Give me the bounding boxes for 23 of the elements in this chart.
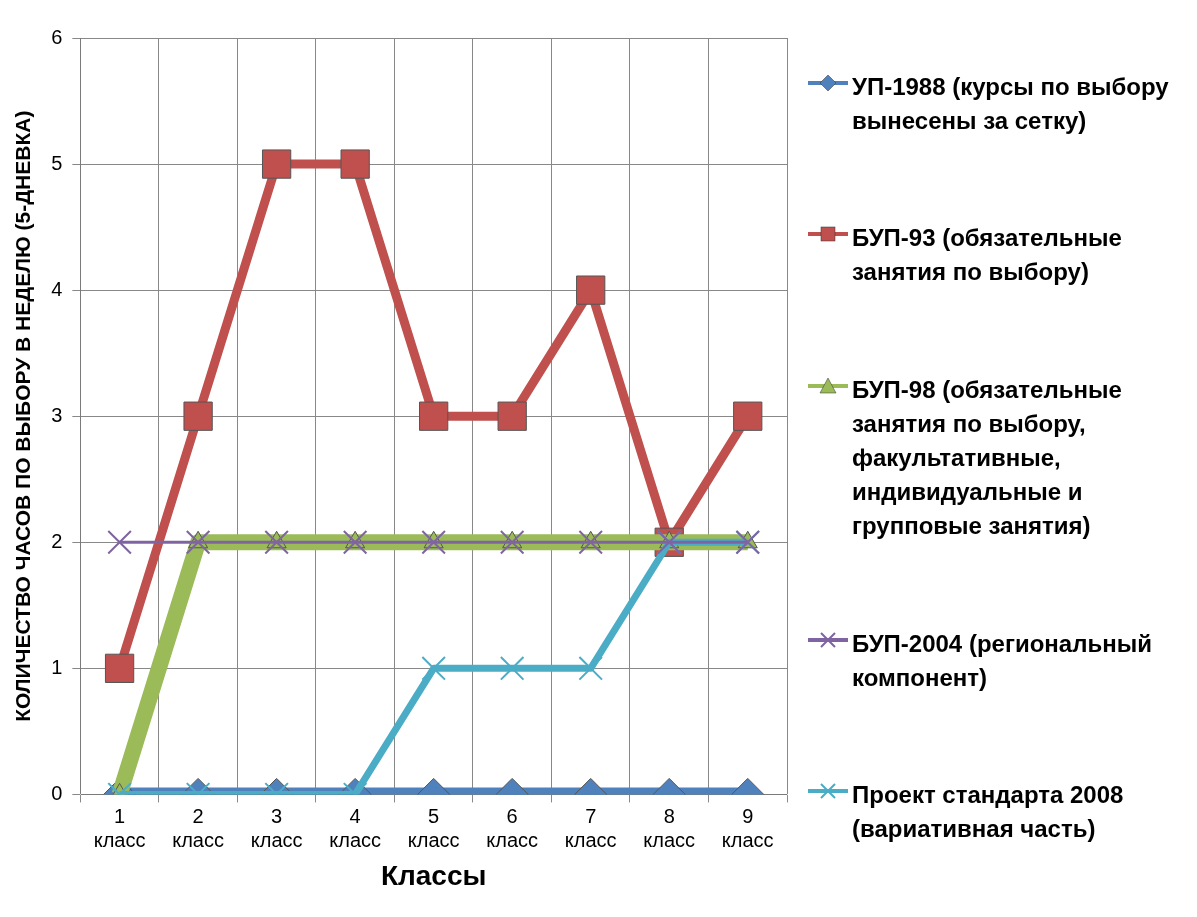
y-tick-label: 1	[51, 655, 63, 678]
legend-label: БУП-2004 (региональный компонент)	[852, 628, 1153, 693]
x-tick-label: 2 класс	[172, 804, 224, 851]
x-tick-label: 1 класс	[93, 804, 146, 851]
y-tick-label: 0	[51, 781, 63, 804]
y-axis-title: КОЛИЧЕСТВО ЧАСОВ ПО ВЫБОРУ В НЕДЕЛЮ (5-ДНЕВКА)	[11, 110, 35, 722]
x-tick-label: 3 класс	[250, 804, 303, 851]
y-tick-label: 2	[51, 529, 63, 552]
x-axis-title: Классы	[380, 859, 487, 891]
x-tick-label: 5 класс	[407, 804, 460, 851]
y-tick-label: 3	[51, 403, 63, 426]
x-tick-label: 4 класс	[329, 804, 382, 851]
x-tick-label: 6 класс	[486, 804, 539, 851]
legend-label: Проект стандарта 2008 (вариативная часть)	[852, 780, 1125, 845]
x-tick-label: 8 класс	[643, 804, 696, 851]
legend-label: УП-1988 (курсы по выбору вынесены за сетку)	[852, 71, 1170, 136]
y-tick-label: 4	[51, 277, 63, 300]
legend-label: БУП-93 (обязательные занятия по выбору)	[852, 223, 1123, 288]
x-tick-label: 9 класс	[721, 804, 774, 851]
legend-label: БУП-98 (обязательные занятия по выбору, факультативные, индивидуальные и групповые занятия)	[852, 375, 1123, 541]
y-tick-label: 6	[51, 25, 63, 48]
x-tick-label: 7 класс	[564, 804, 617, 851]
y-tick-label: 5	[51, 151, 63, 174]
